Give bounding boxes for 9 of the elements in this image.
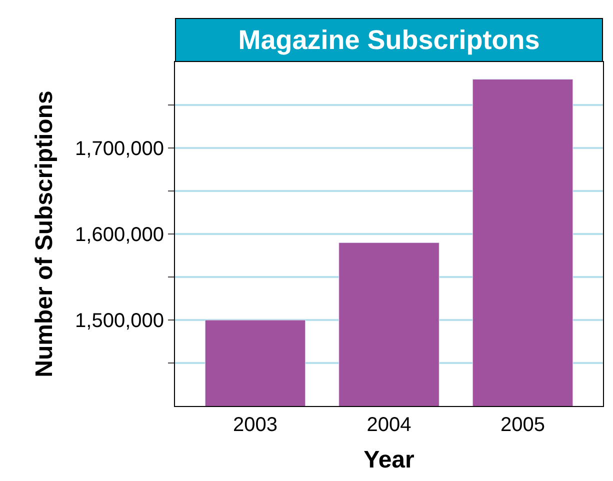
- x-tick-label: 2004: [366, 414, 412, 436]
- y-axis-title: Number of Subscriptions: [31, 90, 58, 378]
- chart-title: Magazine Subscriptons: [238, 25, 540, 55]
- y-tick-label: 1,700,000: [75, 138, 164, 160]
- x-tick-label: 2005: [500, 414, 545, 436]
- y-tick-label: 1,500,000: [75, 310, 164, 332]
- y-tick-label: 1,600,000: [75, 224, 164, 246]
- x-axis-title: Year: [364, 446, 414, 474]
- x-tick-label: 2003: [233, 414, 278, 436]
